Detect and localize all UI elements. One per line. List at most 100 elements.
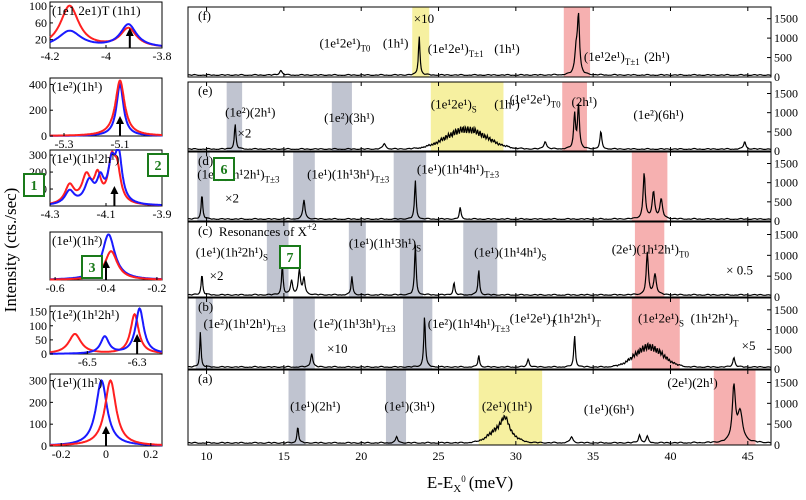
y-tick-label: 0	[41, 347, 47, 361]
panel-tag: (e)	[198, 83, 212, 98]
peak-label: (1e¹2e¹)T±1	[428, 41, 484, 59]
y-tick-label: 100	[29, 0, 47, 13]
panel-frame	[187, 6, 772, 78]
y-axis-label: Intensity (cts./sec)	[1, 188, 20, 313]
peak-label: (2e¹)(1h¹)	[482, 398, 532, 413]
highlight-band	[713, 370, 756, 445]
panel-a: 0 500 1000 1500 (a) (1e¹)(2h¹) (1e¹)(3h¹) (2e¹)…	[187, 369, 798, 463]
y-tick-label: 200	[29, 395, 47, 409]
tag-box: 7	[279, 245, 301, 269]
panel-tag: (c)	[198, 223, 212, 238]
panel-tag: (b)	[198, 299, 213, 314]
y-tick-label: 1000	[774, 248, 798, 262]
highlight-band	[393, 152, 427, 221]
peak-label: (1h¹)	[383, 35, 409, 50]
x-tick-label: 20	[355, 449, 367, 463]
peak-label: (1e¹)(1h¹4h¹)T±3	[417, 161, 500, 179]
arrow-head-icon	[125, 28, 134, 36]
spectrum-line	[187, 383, 772, 444]
highlight-band	[412, 7, 430, 77]
y-tick-label: 0	[41, 439, 47, 453]
y-tick-label: 500	[774, 417, 792, 431]
y-tick-label: 1500	[774, 303, 798, 317]
peak-label: (1e¹2e¹)T0	[510, 91, 561, 109]
y-tick-label: 0	[774, 290, 780, 304]
y-tick-label: 200	[29, 103, 47, 117]
peak-label: (1h¹2h¹)T	[691, 311, 739, 329]
x-tick-label: 0	[103, 447, 109, 461]
peak-label: (1e¹)(2h¹)	[290, 398, 340, 413]
panel-tag: (a)	[198, 371, 212, 386]
y-tick-label: 1500	[774, 87, 798, 101]
peak-label: (2h¹)	[572, 94, 598, 109]
arrow-head-icon	[102, 260, 110, 268]
x-tick-label: 15	[278, 449, 290, 463]
panel-tag: (d)	[198, 153, 213, 168]
panel-d: 0 500 1000 1500 (d)(1e¹)(1h¹2h¹)T±3 ×2 (1e¹)(1…	[187, 151, 798, 228]
y-tick-label: 1000	[774, 396, 798, 410]
inset-frame	[49, 77, 163, 137]
tag-box-number: 2	[155, 159, 162, 174]
highlight-band	[631, 298, 680, 369]
y-tick-label: 100	[29, 417, 47, 431]
peak-label: (1e¹)(1h¹4h¹)S	[474, 245, 546, 263]
peak-label: ×2	[237, 126, 251, 141]
x-tick-label: -6.5	[78, 355, 97, 369]
inset-state-label: (1e¹)(1h¹2h¹)	[52, 151, 119, 166]
highlight-band	[631, 152, 668, 221]
panel-frame	[187, 369, 772, 446]
inset-series-red	[50, 379, 162, 447]
tag-box-frame	[213, 157, 235, 181]
inset-2: -5.3 -5.1 0 200 400 (1e²)(1h¹)	[29, 77, 163, 151]
highlight-band	[348, 222, 366, 297]
x-tick-label: 10	[201, 449, 213, 463]
inset-state-label: (1e¹)(1h²)	[52, 233, 102, 248]
y-tick-label: 1500	[774, 376, 798, 390]
x-tick-label: -5.1	[111, 137, 130, 151]
panel-frame	[187, 151, 772, 222]
inset-6: -0.2 0 0.2 0 100 200 300 (1e¹)(1h¹)	[29, 373, 163, 461]
peak-label: (1h¹)	[494, 97, 520, 112]
x-tick-label: -5.3	[55, 137, 74, 151]
highlight-band	[288, 370, 306, 445]
y-tick-label: 0	[774, 70, 780, 84]
tag-box-frame	[23, 173, 45, 197]
x-tick-label: -4.1	[97, 207, 116, 221]
highlight-band	[197, 152, 210, 221]
x-tick-label: 40	[664, 449, 676, 463]
peak-label: (1e¹2e¹)T0	[319, 35, 370, 53]
x-tick-label: 35	[587, 449, 599, 463]
y-tick-label: 1000	[774, 106, 798, 120]
inset-4: -0.6 -0.4 -0.2 (1e¹)(1h²)	[46, 231, 166, 295]
y-tick-label: 1500	[774, 228, 798, 242]
y-tick-label: 100	[29, 319, 47, 333]
y-tick-label: 1500	[774, 12, 798, 26]
x-tick-label: -6.3	[128, 355, 147, 369]
peak-label: (2e¹)(1h¹2h¹)T0	[612, 242, 690, 260]
inset-series-red	[50, 312, 163, 354]
tag-box-number: 7	[287, 251, 294, 266]
peak-label: (1e¹)(1h²2h¹)S	[196, 245, 268, 263]
peak-label: (1h¹2h¹)T	[553, 311, 601, 329]
peak-label: (2e¹)(2h¹)	[667, 375, 717, 390]
panel-frame	[187, 297, 772, 370]
peak-label: Resonances of X+2	[219, 222, 317, 239]
tag-box: 6	[213, 157, 235, 181]
arrow-head-icon	[102, 426, 110, 434]
inset-1: -4.2 -4 -3.8 20 60 100 (1e1 2e1)T (1h1)	[29, 0, 172, 63]
x-tick-label: -0.6	[46, 281, 65, 295]
tag-box-frame	[279, 245, 301, 269]
highlight-band	[293, 152, 315, 221]
peak-label: ×5	[742, 338, 756, 353]
tag-box-frame	[81, 255, 103, 279]
y-tick-label: 1000	[774, 323, 798, 337]
x-axis-label: E-EX0 (meV)	[427, 473, 513, 495]
spectrum-line	[187, 317, 771, 369]
peak-label: (1e²)(1h¹2h¹)T±3	[203, 316, 286, 334]
inset-state-label: (1e1 2e1)T (1h1)	[52, 3, 141, 18]
y-tick-label: 50	[35, 333, 47, 347]
peak-label: (1e²)(6h¹)	[633, 107, 683, 122]
highlight-band	[385, 370, 407, 445]
x-tick-label: -3.8	[153, 49, 172, 63]
